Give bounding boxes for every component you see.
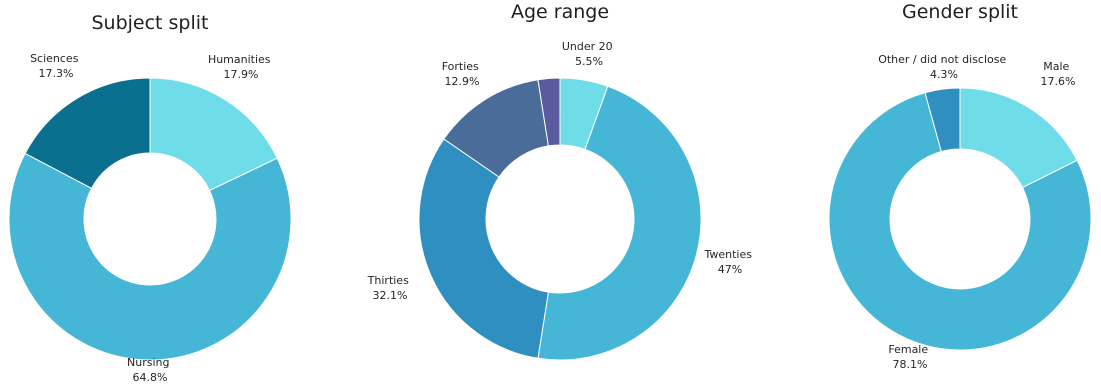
slice-label-sciences: Sciences 17.3% bbox=[30, 52, 82, 80]
slice-unlabeled bbox=[537, 77, 561, 147]
slice-value: 78.1% bbox=[893, 358, 928, 371]
slice-label-under-20: Under 20 5.5% bbox=[562, 40, 616, 68]
slice-humanities bbox=[149, 77, 278, 192]
slice-category: Female bbox=[888, 343, 928, 356]
donut-slices bbox=[8, 77, 292, 361]
slice-label-female: Female 78.1% bbox=[888, 343, 931, 371]
donut-chart-age-range: Age range Under 20 5.5% Twenties 47% Thi… bbox=[367, 1, 755, 361]
slice-category: Male bbox=[1043, 60, 1069, 73]
chart-title: Gender split bbox=[902, 1, 1018, 23]
slice-value: 17.9% bbox=[224, 68, 259, 81]
slice-value: 17.3% bbox=[39, 67, 74, 80]
slice-twenties bbox=[537, 85, 702, 361]
slice-category: Humanities bbox=[208, 53, 271, 66]
donut-chart-subject-split: Subject split Humanities 17.9% Nursing 6… bbox=[8, 12, 292, 384]
slice-category: Twenties bbox=[703, 248, 752, 261]
slice-label-twenties: Twenties 47% bbox=[703, 248, 755, 276]
slice-label-humanities: Humanities 17.9% bbox=[208, 53, 274, 81]
slice-thirties bbox=[418, 138, 549, 359]
slice-label-thirties: Thirties 32.1% bbox=[367, 274, 413, 302]
slice-label-nursing: Nursing 64.8% bbox=[127, 356, 173, 384]
chart-title: Age range bbox=[511, 1, 609, 23]
slice-other-did-not-disclose bbox=[924, 87, 961, 153]
slice-category: Under 20 bbox=[562, 40, 613, 53]
slice-category: Nursing bbox=[127, 356, 169, 369]
donut-slices bbox=[828, 87, 1092, 351]
slice-category: Sciences bbox=[30, 52, 79, 65]
slice-value: 12.9% bbox=[445, 75, 480, 88]
slice-female bbox=[828, 92, 1092, 351]
slice-value: 5.5% bbox=[575, 55, 603, 68]
slice-value: 47% bbox=[718, 263, 742, 276]
slice-label-forties: Forties 12.9% bbox=[442, 60, 483, 88]
chart-title: Subject split bbox=[91, 12, 208, 34]
donut-slices bbox=[418, 77, 702, 361]
slice-label-male: Male 17.6% bbox=[1041, 60, 1076, 88]
slice-value: 64.8% bbox=[133, 371, 168, 384]
slice-category: Other / did not disclose bbox=[878, 53, 1006, 66]
slice-value: 17.6% bbox=[1041, 75, 1076, 88]
slice-label-other: Other / did not disclose 4.3% bbox=[878, 53, 1010, 81]
slice-category: Forties bbox=[442, 60, 479, 73]
donut-chart-gender-split: Gender split Male 17.6% Female 78.1% Oth… bbox=[828, 1, 1092, 371]
slice-value: 4.3% bbox=[930, 68, 958, 81]
slice-nursing bbox=[8, 152, 292, 361]
slice-value: 32.1% bbox=[373, 289, 408, 302]
slice-category: Thirties bbox=[367, 274, 409, 287]
slice-sciences bbox=[24, 77, 151, 189]
